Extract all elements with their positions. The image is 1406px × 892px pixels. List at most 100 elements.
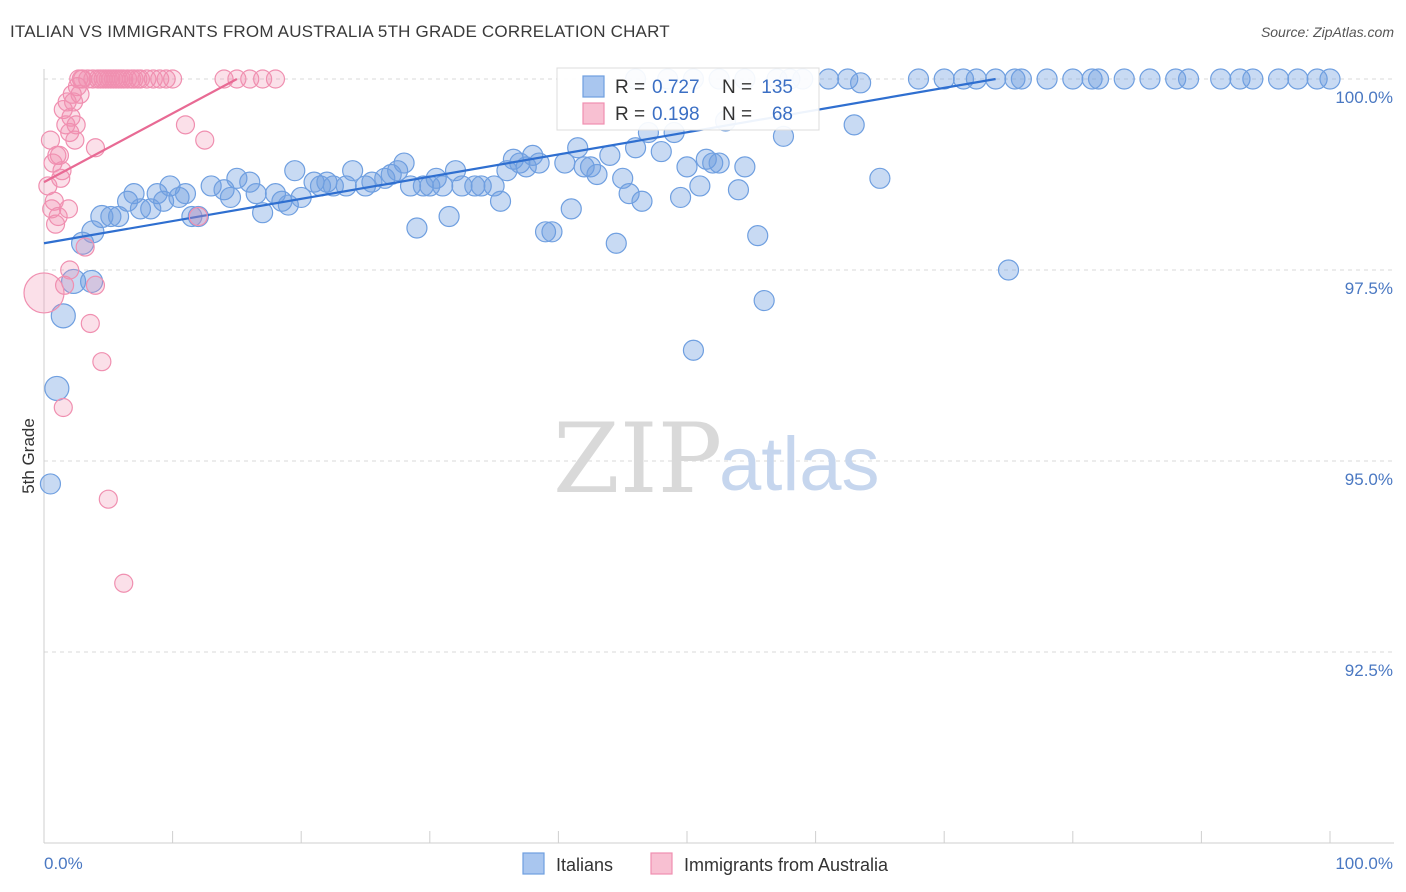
point-italians xyxy=(284,160,306,182)
y-axis-title: 5th Grade xyxy=(19,418,38,494)
watermark: ZIP atlas xyxy=(553,403,880,515)
point-italians xyxy=(219,186,242,209)
point-italians xyxy=(1087,68,1110,90)
point-italians xyxy=(464,175,486,197)
point-italians xyxy=(174,183,197,205)
point-italians xyxy=(689,175,711,197)
series-italians xyxy=(39,68,1341,495)
point-australia xyxy=(80,313,100,334)
point-australia xyxy=(49,145,70,165)
point-italians xyxy=(1306,68,1328,90)
point-italians xyxy=(997,259,1020,281)
point-australia xyxy=(98,489,118,509)
point-australia xyxy=(66,115,86,135)
point-italians xyxy=(451,175,473,197)
point-italians xyxy=(245,183,267,205)
legend-swatch-italians xyxy=(522,852,545,875)
source-label: Source: ZipAtlas.com xyxy=(1260,24,1394,40)
stats-r-label-italians: R = xyxy=(615,77,645,98)
point-italians xyxy=(933,68,955,90)
point-italians xyxy=(200,175,222,197)
x-ticks xyxy=(43,831,1331,843)
point-italians xyxy=(470,175,492,197)
point-italians xyxy=(393,152,415,174)
point-italians xyxy=(1062,68,1084,90)
point-italians xyxy=(1242,68,1264,90)
point-australia xyxy=(53,397,73,418)
stats-swatch-australia xyxy=(582,102,605,125)
watermark-atlas: atlas xyxy=(719,422,880,507)
point-italians xyxy=(1081,68,1103,90)
legend-label-italians: Italians xyxy=(556,855,613,875)
point-italians xyxy=(1165,68,1187,90)
point-italians xyxy=(573,156,595,178)
point-italians xyxy=(837,68,859,90)
stats-box: R = 0.727 N = 135 R = 0.198 N = 68 xyxy=(556,67,820,131)
point-italians xyxy=(817,68,840,90)
point-italians xyxy=(412,175,434,197)
trend-line-australia xyxy=(43,78,238,184)
stats-n-label-australia: N = xyxy=(722,104,752,125)
point-italians xyxy=(965,68,987,90)
point-italians xyxy=(1139,68,1161,90)
stats-n-value-australia: 68 xyxy=(772,104,793,125)
point-australia xyxy=(195,130,215,150)
point-australia xyxy=(48,206,68,227)
point-italians xyxy=(541,221,563,243)
point-australia xyxy=(60,260,80,280)
point-australia xyxy=(75,237,95,257)
point-italians xyxy=(159,175,181,197)
y-tick-label: 100.0% xyxy=(1335,88,1393,107)
point-australia xyxy=(265,69,286,89)
y-tick-label: 95.0% xyxy=(1345,470,1393,489)
point-australia xyxy=(65,130,85,150)
point-italians xyxy=(438,205,460,228)
point-australia xyxy=(188,206,208,227)
point-italians xyxy=(618,183,640,205)
point-australia xyxy=(70,84,90,104)
point-italians xyxy=(734,156,756,178)
point-italians xyxy=(1210,68,1232,90)
point-italians xyxy=(1113,68,1135,90)
stats-n-value-italians: 135 xyxy=(761,77,793,98)
point-australia xyxy=(45,214,66,234)
legend-label-australia: Immigrants from Australia xyxy=(684,855,889,875)
point-italians xyxy=(39,473,62,495)
point-italians xyxy=(631,190,653,212)
point-italians xyxy=(1177,68,1200,90)
series-australia xyxy=(23,69,286,593)
point-italians xyxy=(1267,68,1290,90)
point-italians xyxy=(650,140,672,163)
point-italians xyxy=(168,186,190,209)
point-italians xyxy=(432,175,454,197)
point-australia xyxy=(54,275,75,295)
point-australia xyxy=(63,92,84,112)
point-australia xyxy=(92,352,112,372)
point-italians xyxy=(406,217,428,239)
point-italians xyxy=(50,303,76,329)
point-italians xyxy=(239,171,261,193)
point-australia xyxy=(114,573,134,593)
trend-line-italians xyxy=(43,77,996,245)
watermark-zip: ZIP xyxy=(553,403,722,515)
point-italians xyxy=(1004,68,1026,90)
point-australia xyxy=(58,199,79,219)
stats-r-value-australia: 0.198 xyxy=(652,104,700,125)
point-italians xyxy=(1010,68,1032,90)
x-tick-label-max: 100.0% xyxy=(1335,854,1393,873)
point-italians xyxy=(1319,68,1341,90)
point-italians xyxy=(753,289,775,312)
point-italians xyxy=(342,160,364,182)
point-italians xyxy=(708,152,730,174)
point-italians xyxy=(226,167,248,189)
point-australia xyxy=(85,275,106,295)
point-italians xyxy=(100,205,122,228)
point-italians xyxy=(44,375,70,402)
stats-r-label-australia: R = xyxy=(615,104,645,125)
y-tick-labels: 92.5% 95.0% 97.5% 100.0% xyxy=(1335,88,1393,680)
point-italians xyxy=(702,152,724,174)
point-italians xyxy=(682,339,705,361)
point-italians xyxy=(727,179,750,201)
point-italians xyxy=(843,114,865,136)
point-italians xyxy=(489,190,512,212)
